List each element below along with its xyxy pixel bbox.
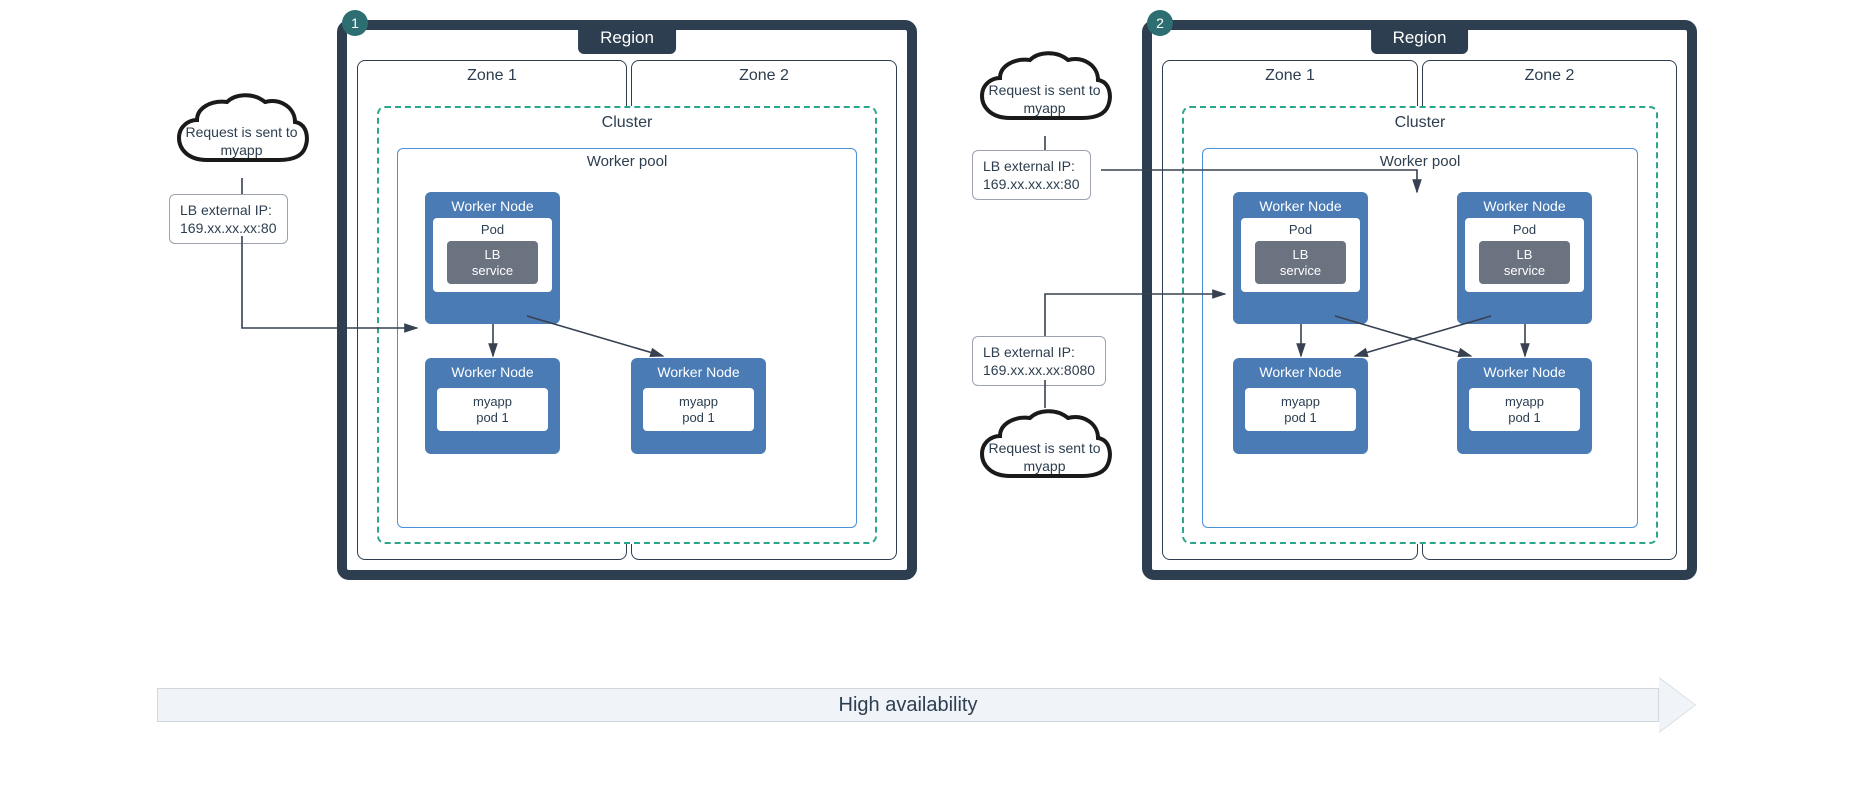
zone-title: Zone 1 bbox=[467, 67, 517, 85]
zone-title: Zone 1 bbox=[1265, 67, 1315, 85]
pod-title: Pod bbox=[1241, 222, 1360, 239]
zone-title: Zone 2 bbox=[1525, 67, 1575, 85]
pod-box: Pod LBservice bbox=[433, 218, 552, 292]
pod-title: Pod bbox=[1465, 222, 1584, 239]
cluster-title: Cluster bbox=[602, 114, 653, 132]
ha-label: High availability bbox=[157, 688, 1659, 722]
worker-node-title: Worker Node bbox=[631, 358, 766, 384]
diagram-badge: 1 bbox=[342, 10, 368, 36]
cloud-text: Request is sent to myapp bbox=[182, 124, 302, 159]
lb-ip-label: LB external IP:169.xx.xx.xx:80 bbox=[972, 150, 1091, 200]
region-title: Region bbox=[1371, 22, 1469, 54]
region-title: Region bbox=[578, 22, 676, 54]
cloud-text: Request is sent to myapp bbox=[985, 440, 1105, 475]
worker-node: Worker Node Pod LBservice bbox=[1233, 192, 1368, 324]
lb-service: LBservice bbox=[1255, 241, 1346, 284]
pod-box: Pod LBservice bbox=[1465, 218, 1584, 292]
lb-service: LBservice bbox=[1479, 241, 1570, 284]
worker-node-title: Worker Node bbox=[425, 192, 560, 218]
request-cloud: Request is sent to myapp bbox=[169, 92, 314, 177]
worker-node: Worker Node myapppod 1 bbox=[425, 358, 560, 454]
lb-ip-label: LB external IP:169.xx.xx.xx:80 bbox=[169, 194, 288, 244]
high-availability-arrow: High availability bbox=[157, 678, 1697, 730]
worker-node-title: Worker Node bbox=[425, 358, 560, 384]
cluster-title: Cluster bbox=[1395, 114, 1446, 132]
worker-node: Worker Node myapppod 1 bbox=[1457, 358, 1592, 454]
worker-node-title: Worker Node bbox=[1457, 358, 1592, 384]
request-cloud: Request is sent to myapp bbox=[972, 408, 1117, 493]
worker-node: Worker Node Pod LBservice bbox=[425, 192, 560, 324]
lb-service: LBservice bbox=[447, 241, 538, 284]
worker-node-title: Worker Node bbox=[1233, 358, 1368, 384]
diagram-badge: 2 bbox=[1147, 10, 1173, 36]
myapp-pod: myapppod 1 bbox=[437, 388, 548, 431]
worker-pool-title: Worker pool bbox=[1380, 153, 1461, 170]
cloud-text: Request is sent to myapp bbox=[985, 82, 1105, 117]
myapp-pod: myapppod 1 bbox=[1245, 388, 1356, 431]
worker-node: Worker Node Pod LBservice bbox=[1457, 192, 1592, 324]
zone-title: Zone 2 bbox=[739, 67, 789, 85]
myapp-pod: myapppod 1 bbox=[643, 388, 754, 431]
worker-node: Worker Node myapppod 1 bbox=[631, 358, 766, 454]
lb-ip-label: LB external IP:169.xx.xx.xx:8080 bbox=[972, 336, 1106, 386]
worker-node-title: Worker Node bbox=[1233, 192, 1368, 218]
request-cloud: Request is sent to myapp bbox=[972, 50, 1117, 135]
worker-node-title: Worker Node bbox=[1457, 192, 1592, 218]
myapp-pod: myapppod 1 bbox=[1469, 388, 1580, 431]
pod-title: Pod bbox=[433, 222, 552, 239]
worker-node: Worker Node myapppod 1 bbox=[1233, 358, 1368, 454]
worker-pool-title: Worker pool bbox=[587, 153, 668, 170]
pod-box: Pod LBservice bbox=[1241, 218, 1360, 292]
